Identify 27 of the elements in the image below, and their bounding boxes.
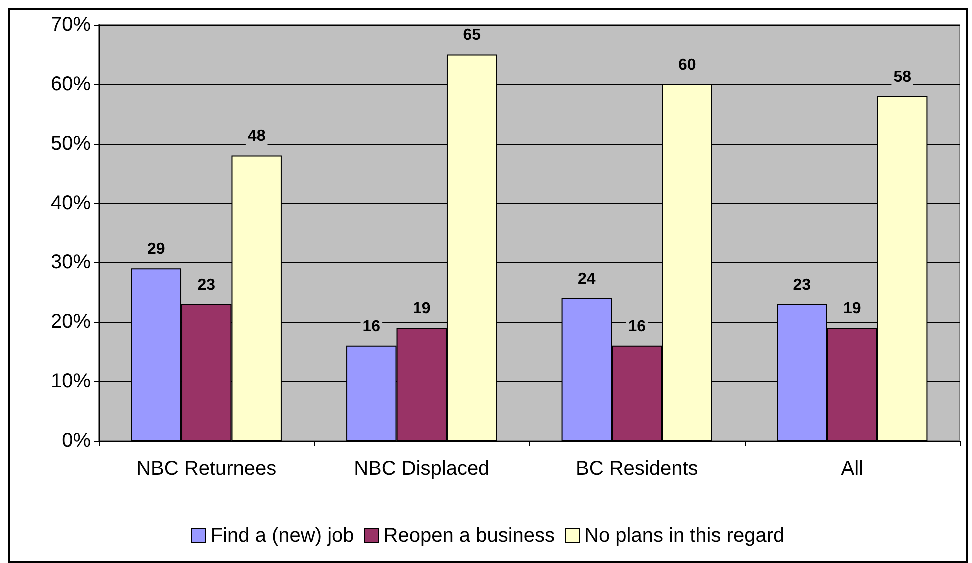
data-label: 65 (463, 27, 482, 44)
y-tick-label: 10% (50, 370, 92, 393)
y-tick-label: 40% (50, 192, 92, 214)
data-label: 23 (198, 276, 216, 294)
data-label: 29 (148, 241, 166, 258)
y-tick-label: 30% (50, 252, 92, 274)
data-label: 60 (678, 56, 696, 74)
y-tick-label: 20% (50, 311, 92, 334)
data-label: 23 (793, 276, 812, 294)
y-tick-label: 0% (62, 430, 92, 452)
y-tick-label: 50% (50, 132, 92, 155)
data-label: 58 (894, 68, 912, 86)
y-tick-label: 70% (50, 14, 92, 36)
data-label: 24 (578, 270, 596, 288)
x-tick-label: All (841, 458, 864, 480)
y-tick-label: 60% (50, 73, 92, 96)
x-tick-label: BC Residents (576, 458, 698, 480)
data-label: 16 (628, 318, 646, 336)
x-tick-label: NBC Returnees (136, 458, 277, 480)
data-label: 19 (843, 300, 862, 318)
x-tick-label: NBC Displaced (354, 458, 490, 480)
data-label: 16 (362, 318, 381, 336)
data-label: 19 (412, 300, 431, 318)
legend-label: No plans in this regard (584, 525, 785, 547)
data-label: 48 (248, 128, 266, 146)
legend-label: Find a (new) job (210, 525, 354, 547)
legend-label: Reopen a business (384, 525, 556, 547)
